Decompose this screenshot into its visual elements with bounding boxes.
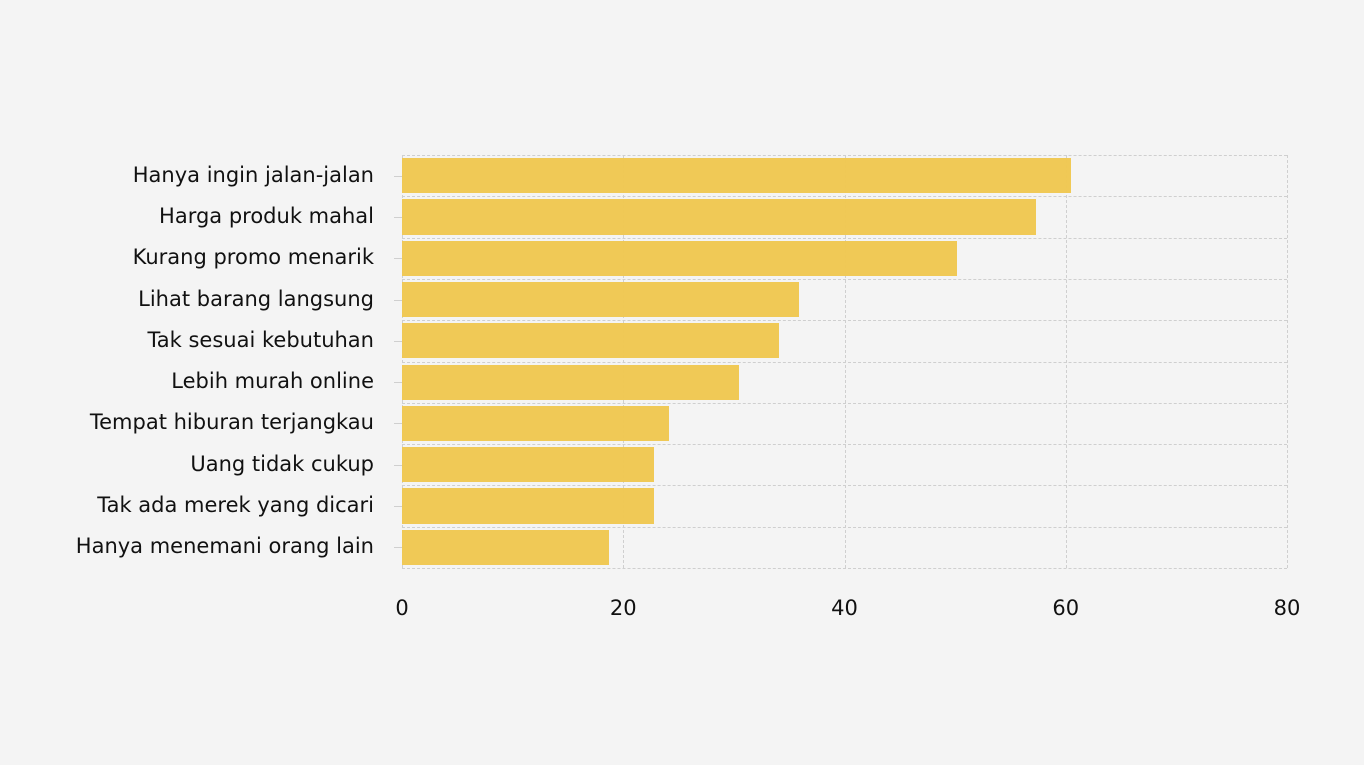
bar[interactable] xyxy=(402,158,1072,194)
y-tick-mark xyxy=(394,340,402,342)
x-tick-label: 80 xyxy=(1273,596,1301,620)
y-gridline xyxy=(402,361,1287,363)
y-tick-mark xyxy=(394,299,402,301)
y-tick-mark xyxy=(394,216,402,218)
y-category-label: Tak sesuai kebutuhan xyxy=(147,327,374,352)
y-gridline xyxy=(402,155,1287,156)
y-gridline xyxy=(402,444,1287,446)
x-tick-label: 40 xyxy=(831,596,858,620)
bar[interactable] xyxy=(402,240,958,276)
y-gridline xyxy=(402,402,1287,404)
y-gridline xyxy=(402,196,1287,198)
y-tick-mark xyxy=(394,423,402,425)
y-category-label: Tempat hiburan terjangkau xyxy=(89,410,374,435)
y-gridline xyxy=(402,485,1287,487)
y-category-label: Hanya menemani orang lain xyxy=(75,534,374,559)
y-category-label: Lebih murah online xyxy=(171,369,374,394)
y-category-label: Kurang promo menarik xyxy=(132,245,374,270)
y-category-label: Harga produk mahal xyxy=(159,203,374,228)
bar[interactable] xyxy=(402,447,655,483)
y-gridline xyxy=(402,320,1287,322)
y-gridline xyxy=(402,568,1287,569)
y-category-label: Lihat barang langsung xyxy=(138,286,374,311)
x-tick-label: 0 xyxy=(395,596,409,620)
x-gridline xyxy=(1287,155,1288,568)
bar[interactable] xyxy=(402,199,1036,235)
x-tick-label: 20 xyxy=(609,596,637,620)
y-tick-mark xyxy=(394,547,402,549)
y-tick-mark xyxy=(394,258,402,260)
y-tick-mark xyxy=(394,464,402,466)
y-category-label: Hanya ingin jalan-jalan xyxy=(132,162,374,187)
y-gridline xyxy=(402,526,1287,528)
y-category-label: Tak ada merek yang dicari xyxy=(97,493,374,518)
y-gridline xyxy=(402,237,1287,239)
plot-area xyxy=(394,155,1288,569)
y-tick-mark xyxy=(394,175,402,177)
y-gridline xyxy=(402,278,1287,280)
y-tick-mark xyxy=(394,382,402,384)
y-category-label: Uang tidak cukup xyxy=(190,451,374,476)
bar[interactable] xyxy=(402,405,669,442)
bar[interactable] xyxy=(402,364,740,400)
bar[interactable] xyxy=(402,281,800,318)
bar[interactable] xyxy=(402,529,609,565)
x-tick-label: 60 xyxy=(1052,596,1080,620)
bar[interactable] xyxy=(402,323,780,359)
bar[interactable] xyxy=(402,488,655,524)
y-tick-mark xyxy=(394,506,402,508)
